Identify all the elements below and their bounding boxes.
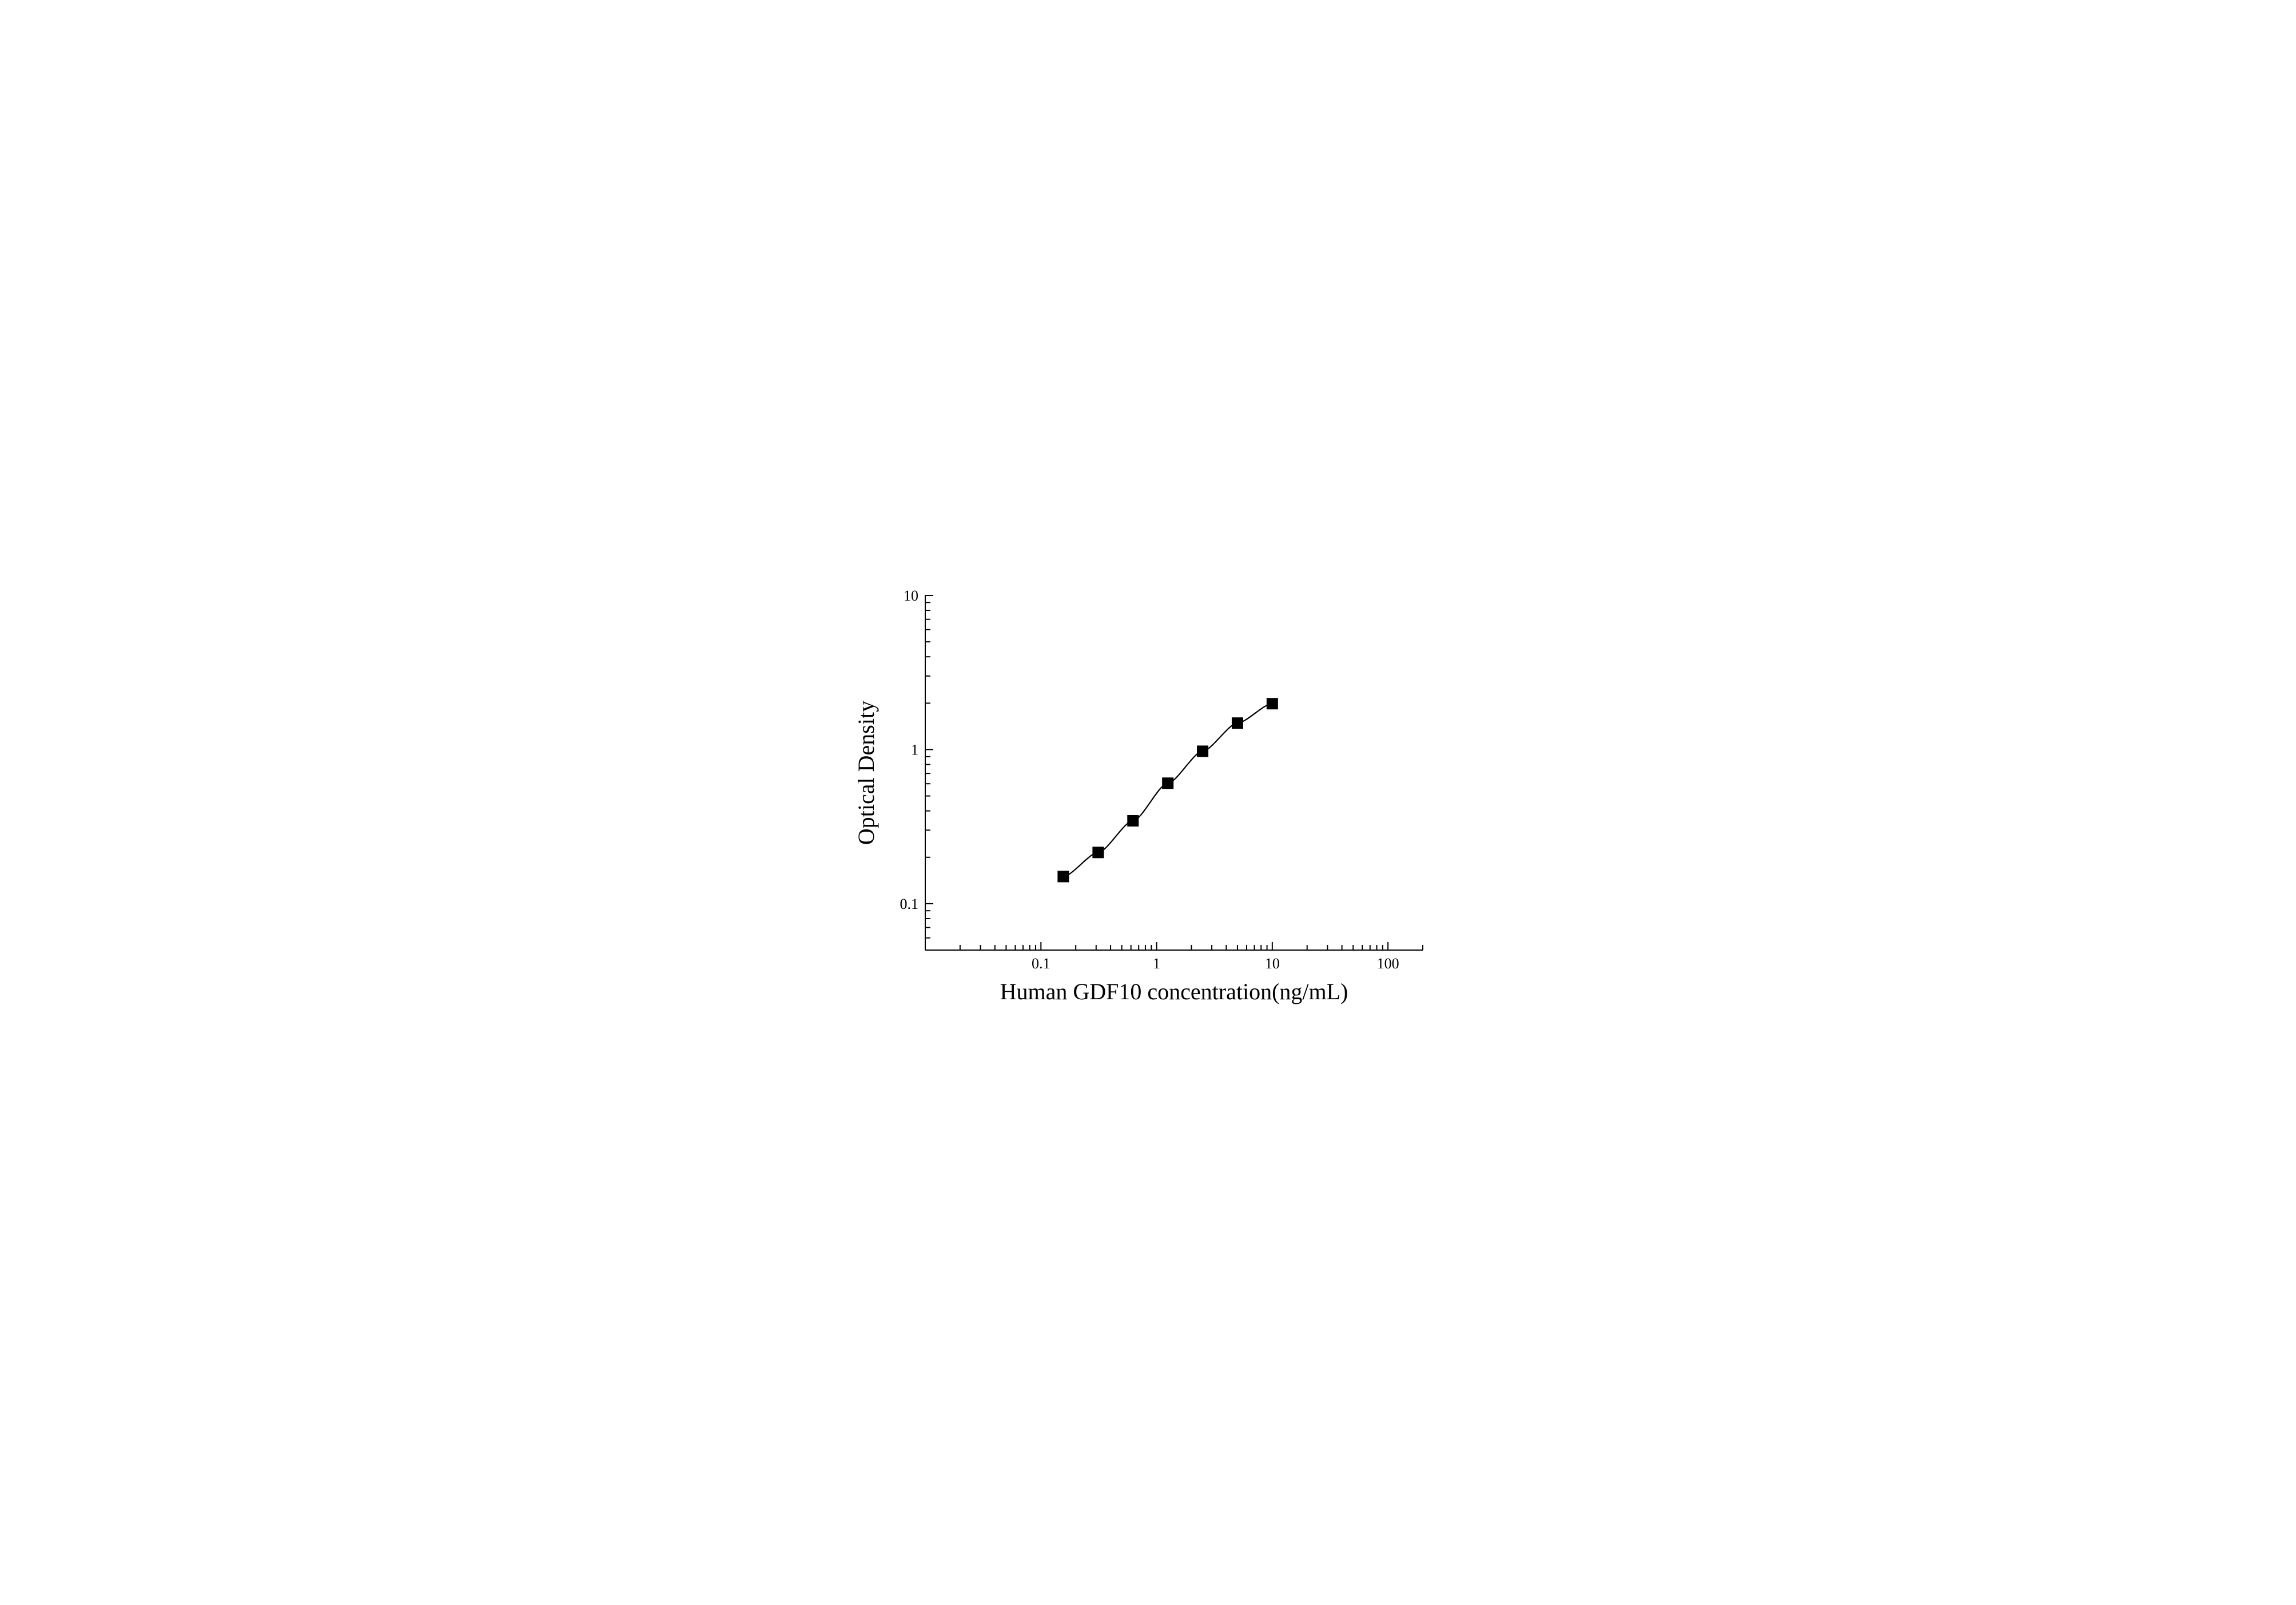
x-tick-label: 10 [1264, 955, 1279, 972]
data-marker [1057, 871, 1069, 882]
x-tick-label: 0.1 [1032, 955, 1050, 972]
x-axis-label: Human GDF10 concentration(ng/mL) [1000, 979, 1348, 1004]
y-tick-label: 10 [904, 587, 918, 604]
y-tick-label: 1 [911, 741, 918, 758]
data-marker [1162, 777, 1173, 789]
chart-container: 0.1 1 10 100 0.1 1 10 Human GDF10 concentration… [805, 561, 1491, 1044]
y-axis-label: Optical Density [853, 700, 879, 844]
data-marker [1197, 745, 1208, 757]
x-tick-label: 1 [1153, 955, 1160, 972]
data-marker [1266, 698, 1278, 709]
data-marker [1231, 717, 1243, 729]
data-marker [1092, 847, 1104, 858]
x-tick-label: 100 [1376, 955, 1399, 972]
loglog-chart: 0.1 1 10 100 0.1 1 10 Human GDF10 concentration… [805, 561, 1491, 1042]
y-tick-label: 0.1 [900, 895, 918, 912]
data-marker [1127, 815, 1139, 826]
